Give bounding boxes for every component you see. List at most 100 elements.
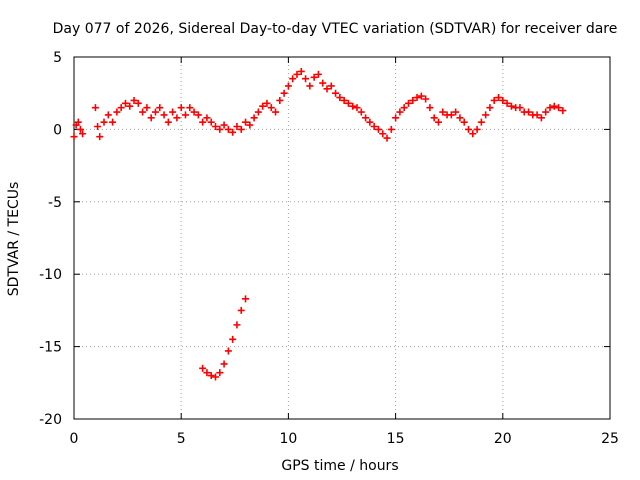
data-point [259, 102, 267, 110]
data-point [426, 104, 434, 112]
y-tick-label: 5 [53, 50, 62, 66]
data-point [91, 104, 99, 112]
data-point [404, 99, 412, 107]
data-point [434, 118, 442, 126]
data-point [233, 123, 241, 131]
data-point [490, 96, 498, 104]
data-point [242, 295, 250, 303]
data-point [516, 104, 524, 112]
data-point [383, 134, 391, 142]
y-tick-label: -10 [39, 267, 62, 283]
data-point [173, 114, 181, 122]
data-point [263, 99, 271, 107]
data-point [353, 104, 361, 112]
chart-title: Day 077 of 2026, Sidereal Day-to-day VTE… [53, 21, 618, 37]
data-point [94, 123, 102, 131]
x-tick-label: 10 [279, 431, 297, 447]
x-tick-label: 0 [70, 431, 79, 447]
data-point [190, 108, 198, 116]
data-point [143, 104, 151, 112]
data-point [203, 114, 211, 122]
data-point [469, 130, 477, 138]
data-point [349, 102, 357, 110]
data-point [212, 123, 220, 131]
data-point [220, 121, 228, 129]
data-point [76, 125, 84, 133]
data-point [199, 364, 207, 372]
data-point [100, 118, 108, 126]
y-axis-label: SDTVAR / TECUs [6, 182, 22, 297]
data-point [104, 111, 112, 119]
data-point [302, 75, 310, 83]
x-tick-label: 15 [387, 431, 405, 447]
data-point [79, 130, 87, 138]
data-point [392, 114, 400, 122]
data-point [207, 118, 215, 126]
data-point [439, 108, 447, 116]
data-point [130, 96, 138, 104]
data-point [507, 102, 515, 110]
data-point [121, 99, 129, 107]
data-point [430, 114, 438, 122]
data-point [74, 118, 82, 126]
data-point [374, 125, 382, 133]
data-point [482, 111, 490, 119]
data-point [233, 321, 241, 329]
data-point [464, 125, 472, 133]
data-point [224, 125, 232, 133]
data-point [396, 108, 404, 116]
data-point [327, 82, 335, 90]
grid [74, 57, 610, 419]
data-point [164, 118, 172, 126]
data-point [156, 104, 164, 112]
data-point [550, 102, 558, 110]
data-point [422, 95, 430, 103]
data-point [109, 118, 117, 126]
data-point [199, 118, 207, 126]
data-point [224, 347, 232, 355]
data-point [139, 108, 147, 116]
y-tick-label: -5 [48, 195, 62, 211]
data-point [229, 128, 237, 136]
data-point [151, 108, 159, 116]
data-point [332, 89, 340, 97]
data-point [216, 125, 224, 133]
data-point [96, 133, 104, 141]
data-point [276, 96, 284, 104]
data-point [387, 125, 395, 133]
data-point [559, 107, 567, 115]
data-point [477, 118, 485, 126]
data-point [272, 108, 280, 116]
data-point [293, 70, 301, 78]
data-point [70, 133, 78, 141]
axis-ticks: 0 5 10 15 20 25 -20 -15 -10 -5 0 5 [39, 50, 619, 447]
y-tick-label: -15 [39, 340, 62, 356]
data-point [499, 96, 507, 104]
data-point [503, 99, 511, 107]
data-point [340, 96, 348, 104]
data-point [220, 360, 228, 368]
data-points [70, 67, 567, 381]
data-point [452, 108, 460, 116]
data-point [409, 96, 417, 104]
data-point [379, 130, 387, 138]
data-point [370, 123, 378, 131]
data-point [400, 104, 408, 112]
data-point [495, 94, 503, 102]
data-point [537, 114, 545, 122]
data-point [160, 111, 168, 119]
data-point [177, 104, 185, 112]
data-point [542, 108, 550, 116]
x-axis-label: GPS time / hours [281, 458, 398, 474]
series-main-trace [70, 67, 567, 142]
data-point [237, 306, 245, 314]
data-point [117, 104, 125, 112]
data-point [310, 73, 318, 81]
x-tick-label: 5 [177, 431, 186, 447]
data-point [447, 111, 455, 119]
data-point [147, 114, 155, 122]
data-point [336, 94, 344, 102]
data-point [212, 373, 220, 381]
data-point [533, 111, 541, 119]
